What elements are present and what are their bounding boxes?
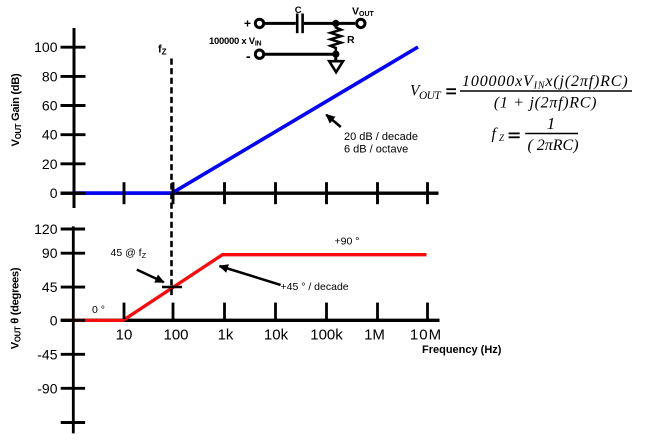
svg-text:0: 0 — [50, 312, 58, 328]
svg-text:45 @ fZ: 45 @ fZ — [111, 247, 147, 260]
svg-text:45: 45 — [42, 279, 58, 295]
svg-text:-: - — [246, 48, 251, 64]
svg-text:100k: 100k — [310, 327, 343, 344]
svg-text:100000xVINx(j(2πf)RC): 100000xVINx(j(2πf)RC) — [462, 73, 629, 92]
svg-text:100: 100 — [34, 39, 58, 55]
svg-text:( 2πRC): ( 2πRC) — [527, 137, 578, 154]
svg-text:20 dB / decade: 20 dB / decade — [344, 131, 418, 143]
svg-text:Z: Z — [499, 133, 505, 143]
svg-text:10M: 10M — [410, 327, 442, 344]
svg-text:VOUT Gain (dB): VOUT Gain (dB) — [10, 73, 23, 146]
svg-text:R: R — [347, 34, 355, 46]
svg-text:10k: 10k — [264, 327, 289, 344]
svg-text:6 dB / octave: 6 dB / octave — [344, 144, 408, 156]
svg-text:60: 60 — [42, 98, 58, 114]
svg-text:VOUT: VOUT — [352, 6, 375, 19]
svg-text:0 °: 0 ° — [92, 304, 105, 316]
svg-text:-90: -90 — [37, 380, 57, 396]
svg-text:80: 80 — [42, 68, 58, 84]
svg-text:100: 100 — [163, 327, 188, 344]
svg-text:100000 x VIN: 100000 x VIN — [209, 36, 261, 48]
svg-text:C: C — [295, 5, 302, 16]
svg-text:0: 0 — [50, 185, 58, 201]
svg-text:10: 10 — [116, 327, 133, 344]
svg-text:120: 120 — [34, 221, 58, 237]
svg-text:1M: 1M — [364, 327, 385, 344]
svg-text:Frequency (Hz): Frequency (Hz) — [422, 344, 502, 356]
svg-text:20: 20 — [42, 156, 58, 172]
svg-text:+: + — [244, 17, 251, 31]
svg-text:40: 40 — [42, 127, 58, 143]
svg-text:+90 °: +90 ° — [335, 236, 360, 248]
svg-text:+45 ° / decade: +45 ° / decade — [281, 281, 349, 293]
svg-text:90: 90 — [42, 245, 58, 261]
svg-text:-45: -45 — [37, 346, 57, 362]
svg-text:f: f — [492, 126, 499, 143]
svg-text:1k: 1k — [218, 327, 234, 344]
svg-text:V: V — [410, 82, 421, 99]
svg-text:(1 + j(2πf)RC): (1 + j(2πf)RC) — [494, 95, 597, 112]
svg-text:fZ: fZ — [158, 44, 167, 57]
svg-text:OUT: OUT — [419, 90, 441, 102]
svg-text:VOUT θ (degrees): VOUT θ (degrees) — [10, 267, 23, 349]
svg-text:1: 1 — [547, 114, 556, 133]
